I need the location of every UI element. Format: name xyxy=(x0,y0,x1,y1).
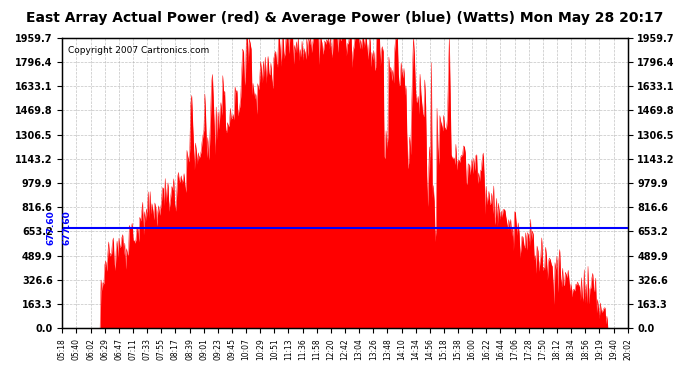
Text: 677.60: 677.60 xyxy=(62,210,71,245)
Text: East Array Actual Power (red) & Average Power (blue) (Watts) Mon May 28 20:17: East Array Actual Power (red) & Average … xyxy=(26,11,664,25)
Text: Copyright 2007 Cartronics.com: Copyright 2007 Cartronics.com xyxy=(68,46,209,56)
Text: 677.60: 677.60 xyxy=(46,210,55,245)
